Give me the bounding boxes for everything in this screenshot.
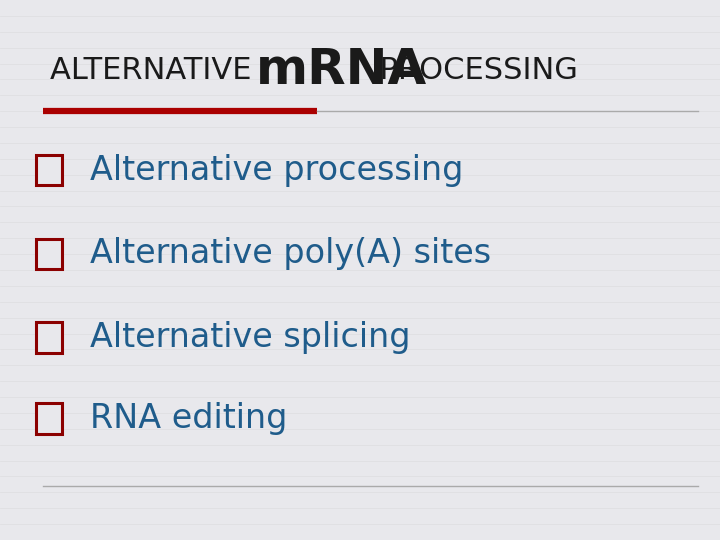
Text: ALTERNATIVE: ALTERNATIVE — [50, 56, 271, 85]
FancyBboxPatch shape — [36, 239, 62, 269]
Text: mRNA: mRNA — [256, 46, 427, 94]
Text: Alternative splicing: Alternative splicing — [90, 321, 410, 354]
Text: Alternative processing: Alternative processing — [90, 153, 464, 187]
Text: PROCESSING: PROCESSING — [360, 56, 578, 85]
FancyBboxPatch shape — [36, 403, 62, 434]
Text: Alternative poly(A) sites: Alternative poly(A) sites — [90, 237, 491, 271]
FancyBboxPatch shape — [36, 322, 62, 353]
FancyBboxPatch shape — [36, 155, 62, 185]
Text: RNA editing: RNA editing — [90, 402, 287, 435]
